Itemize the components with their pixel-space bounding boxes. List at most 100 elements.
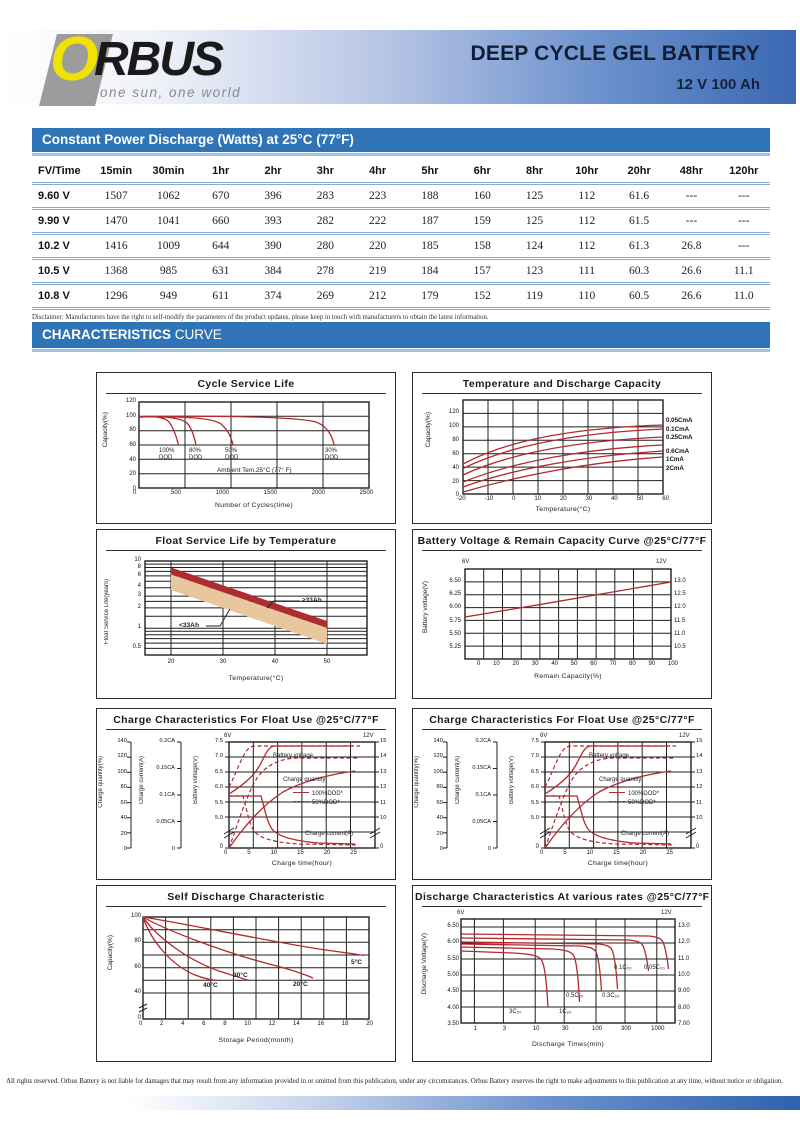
voltage-tick: 5.0 (530, 814, 539, 821)
rate-label: 1CmA (666, 456, 684, 463)
y-tick-label: 10 (134, 557, 141, 563)
voltage-tick: 7.5 (530, 738, 539, 744)
column-header: FV/Time (38, 164, 81, 177)
table-cell: 188 (421, 189, 439, 202)
chart-title: Charge Characteristics For Float Use @25… (113, 714, 379, 726)
y-tick-label: 5.50 (447, 955, 459, 962)
x-axis-label: Discharge Times(min) (531, 1041, 605, 1048)
voltage-tick: 6.5 (214, 768, 223, 775)
quantity-axis-label: Charge quantity(%) (414, 756, 420, 808)
solid-line-swatch (293, 792, 309, 793)
y-tick-label: 13.0 (674, 578, 686, 584)
x-tick-label: 90 (648, 661, 656, 667)
table-cell: 112 (578, 189, 596, 202)
left-scale-label: 6V (457, 910, 465, 916)
product-title: DEEP CYCLE GEL BATTERY (470, 42, 760, 65)
section-title-bold: CHARACTERISTICS (42, 327, 172, 342)
x-axis-label: Temperature(°C) (535, 506, 591, 513)
x-tick-label: 20 (639, 850, 647, 856)
y-tick-label: 11.0 (674, 630, 686, 637)
y-tick-label: 5.25 (449, 643, 461, 650)
x-tick-label: 0 (540, 850, 544, 856)
x-tick-label: 1000 (215, 490, 229, 496)
legend-label: 50%DOD* (312, 800, 340, 806)
y-tick-label: 11.0 (678, 955, 690, 962)
x-tick-label: 1000 (651, 1026, 665, 1032)
table-cell: 61.6 (629, 189, 650, 202)
section-title-rest: CURVE (171, 327, 222, 342)
table-cell: 125 (525, 189, 544, 202)
band-small-capacity (171, 574, 327, 644)
x-tick-label: 2 (160, 1021, 164, 1027)
chart-discharge-rates: Discharge Characteristics At various rat… (412, 885, 712, 1062)
table-cell: 160 (473, 189, 491, 202)
left-scale-label: 6V (224, 733, 232, 739)
chart-charge-float-1: Charge Characteristics For Float Use @25… (96, 708, 396, 880)
charge-quantity-curve-label: Charge quantity (283, 777, 326, 783)
column-header: 30min (152, 164, 185, 177)
cycle-life-plot (138, 401, 370, 489)
table-title-bar: Constant Power Discharge (Watts) at 25°C… (32, 128, 770, 152)
dod-50-label: 50% DOD (225, 448, 239, 461)
rate-label: 0.25CmA (666, 434, 693, 441)
x-axis-label: Remain Capacity(%) (534, 673, 602, 680)
rate-3c-label: 3C₂₀ (509, 1009, 522, 1015)
x-tick-label: 70 (609, 661, 617, 667)
y-tick-label: 100 (130, 913, 141, 919)
rate-label: 0.05CmA (666, 417, 693, 424)
x-tick-label: 10 (586, 850, 594, 856)
x-tick-label: 15 (613, 850, 620, 856)
table-cell: 280 (316, 239, 334, 252)
table-cell: 1041 (156, 214, 180, 227)
table-cell: 123 (525, 264, 544, 277)
x-tick-label: 0 (133, 490, 137, 496)
x-tick-label: 14 (293, 1021, 300, 1027)
x-tick-label: 20 (167, 659, 175, 665)
table-cell: --- (685, 214, 698, 227)
quantity-tick: 80 (120, 784, 127, 791)
y-tick-label: 1 (137, 624, 141, 631)
charge-quantity-curve-label: Charge quantity (599, 777, 642, 783)
legend-100dod: 100%DOD* (293, 791, 343, 797)
column-header: 20hr (627, 164, 651, 177)
table-cell: 949 (159, 289, 178, 302)
temp-5-label: 5°C (351, 959, 363, 966)
x-tick-label: 10 (493, 661, 500, 667)
x-tick-label: 4 (181, 1021, 185, 1027)
table-cell: 159 (473, 214, 491, 227)
y-tick-label: 0 (132, 485, 136, 492)
y-tick-label: 6.00 (449, 604, 461, 611)
temp-capacity-plot (462, 399, 664, 495)
column-header: 8hr (525, 164, 544, 177)
current-tick: 0.15CA (472, 765, 491, 771)
table-cell: 184 (421, 264, 439, 277)
table-row: 10.5 V 1368 985 631 384 278 219 184 157 123 111 60.… (32, 258, 770, 283)
x-tick-label: -10 (484, 496, 494, 502)
voltage-axis-label: Battery voltage(V) (509, 756, 515, 805)
column-header: 15min (100, 164, 133, 177)
y-tick-label: 13.0 (678, 923, 690, 929)
table-row: 9.90 V 1470 1041 660 393 282 222 187 159 125 112 61… (32, 208, 770, 233)
section-bar: CHARACTERISTICS CURVE (32, 322, 770, 348)
y-tick-label: 20 (452, 478, 459, 485)
self-discharge-plot (138, 916, 370, 1020)
rate-label: 0.1CmA (666, 425, 690, 433)
right-tick: 13 (380, 768, 387, 775)
logo-letter-o: O (50, 25, 99, 94)
x-tick-label: 100 (667, 661, 678, 667)
chart-title: Charge Characteristics For Float Use @25… (429, 714, 695, 726)
footer-gradient-bar (0, 1096, 800, 1110)
chart-title: Self Discharge Characteristic (167, 891, 325, 903)
table-cell: 278 (316, 264, 334, 277)
table-cell: 10.5 V (38, 264, 70, 277)
table-row: 10.2 V 1416 1009 644 390 280 220 185 158 124 112 61… (32, 233, 770, 258)
right-tick: 11 (696, 799, 703, 806)
orbus-logo: O RBUS one sun, one world (39, 25, 272, 112)
right-scale-label: 12V (656, 559, 667, 565)
current-axis-label: Charge current(A) (455, 756, 461, 805)
y-tick-label: 40 (134, 989, 141, 995)
chart-temperature-discharge-capacity: Temperature and Discharge Capacity Capac… (412, 372, 712, 524)
y-axis-label: Capacity(%) (425, 412, 432, 448)
table-cell: 61.5 (629, 214, 650, 227)
current-tick: 0.05CA (472, 819, 491, 825)
